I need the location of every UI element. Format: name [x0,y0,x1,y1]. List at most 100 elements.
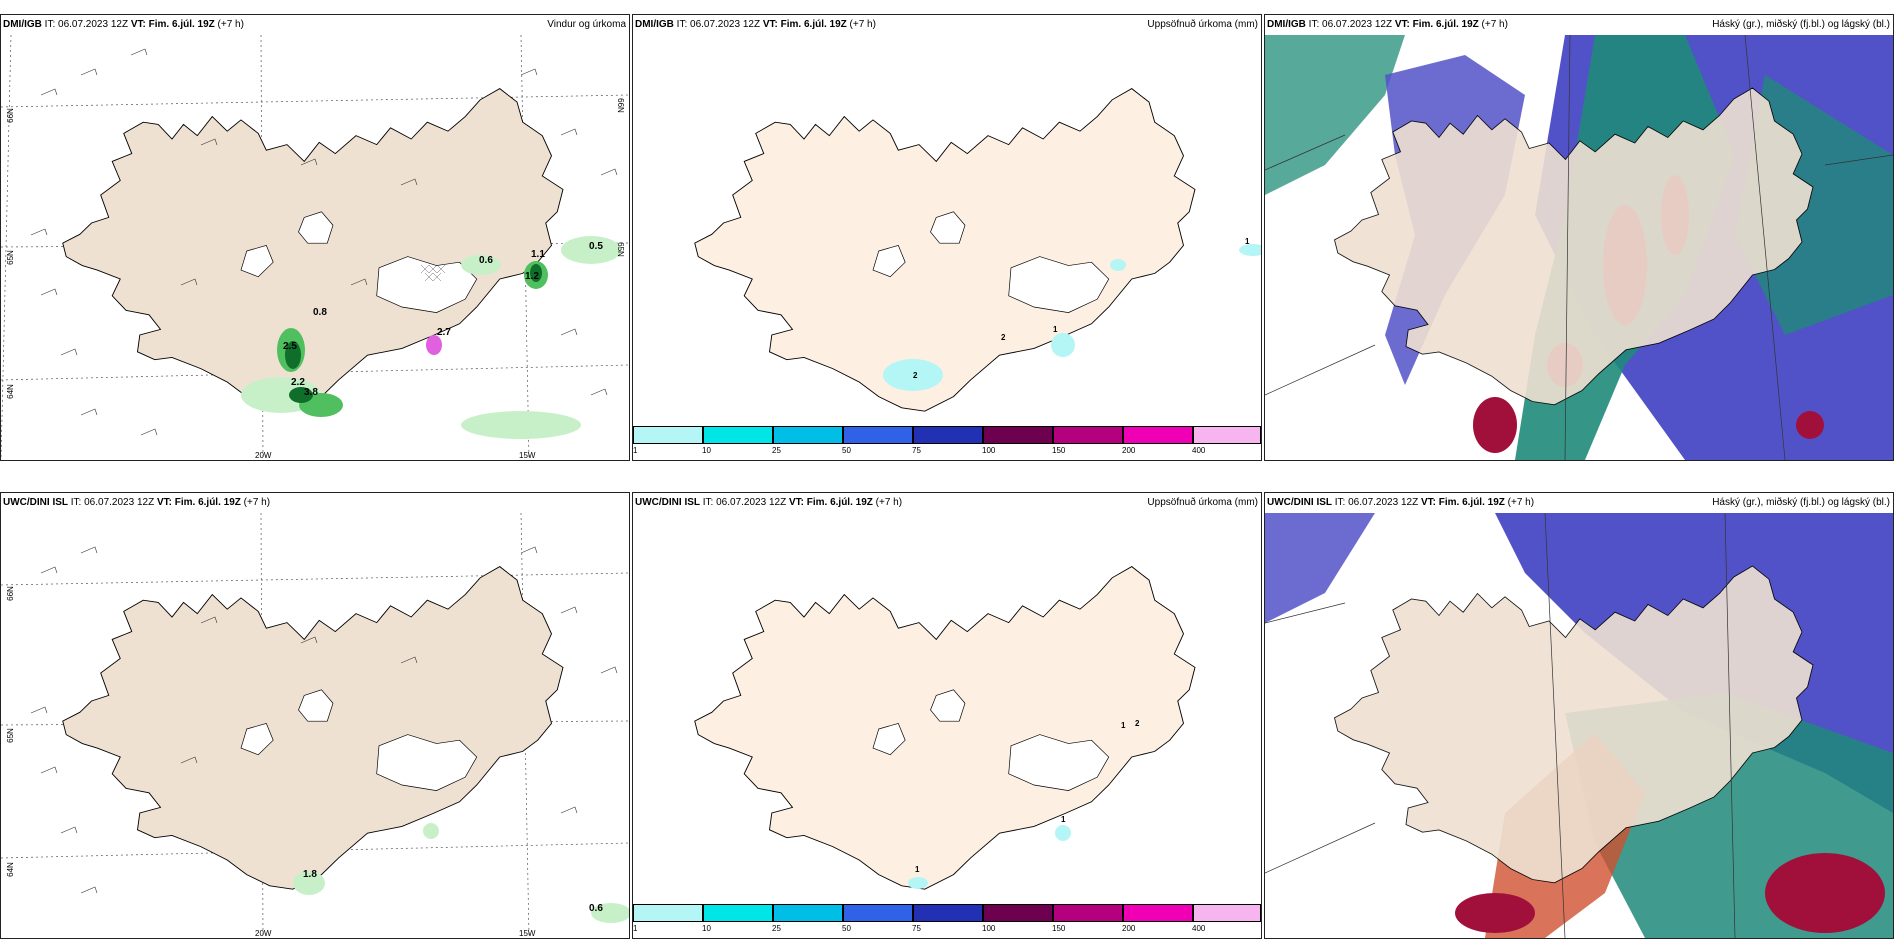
colorbar-tick: 200 [1122,446,1136,455]
iceland-map [694,88,1261,412]
precip-value: 3.8 [304,387,318,398]
precip-value: 0.5 [589,241,603,252]
colorbar-swatch [703,904,773,922]
lat-label-right: 65N [615,242,625,257]
accum-value: 1 [1053,325,1058,334]
lat-label: 64N [5,862,15,877]
init-time: IT: 06.07.2023 12Z [676,19,761,30]
model-name: UWC/DINI ISL [635,497,700,508]
colorbar-swatch [773,904,843,922]
lat-label: 65N [5,250,15,265]
valid-time: VT: Fim. 6.júl. 19Z [130,19,215,30]
colorbar-tick: 1 [633,446,638,455]
model-name: DMI/IGB [3,19,42,30]
precip-value: 2.2 [291,377,305,388]
colorbar-tick: 25 [772,924,781,933]
model-name: UWC/DINI ISL [1267,497,1332,508]
lon-label: 15W [519,929,536,938]
panel-wind-precip-uwc: UWC/DINI ISL IT: 06.07.2023 12Z VT: Fim.… [0,492,630,939]
map-area [633,513,1261,938]
colorbar-swatch [1123,426,1193,444]
colorbar-tick: 150 [1052,446,1066,455]
colorbar-tick: 400 [1192,924,1206,933]
colorbar-swatch [843,426,913,444]
lead-time: (+7 h) [849,19,876,30]
lat-label: 66N [5,586,15,601]
lon-label: 20W [255,451,272,460]
lead-time: (+7 h) [1507,497,1535,508]
map-area [633,35,1261,460]
precip-value: 0.6 [589,903,603,914]
init-time: IT: 06.07.2023 12Z [44,19,129,30]
lat-label: 66N [5,108,15,123]
panel-clouds-uwc: UWC/DINI ISL IT: 06.07.2023 12Z VT: Fim.… [1264,492,1894,939]
valid-time: VT: Fim. 6.júl. 19Z [156,497,241,508]
panel-title: Vindur og úrkoma [547,19,626,30]
colorbar-tick: 75 [912,924,921,933]
precip-value: 1.1 [531,249,545,260]
panel-header: UWC/DINI ISL IT: 06.07.2023 12Z VT: Fim.… [1,493,629,513]
lead-time: (+7 h) [243,497,271,508]
colorbar-tick: 200 [1122,924,1136,933]
valid-time: VT: Fim. 6.júl. 19Z [1394,19,1479,30]
accum-value: 2 [1135,719,1140,728]
colorbar-swatch [1053,904,1123,922]
colorbar-swatch [843,904,913,922]
panel-header: UWC/DINI ISL IT: 06.07.2023 12Z VT: Fim.… [1265,493,1893,513]
colorbar-swatch [633,904,703,922]
lon-label: 20W [255,929,272,938]
colorbar-swatch [983,426,1053,444]
lat-label-right: 66N [615,98,625,113]
colorbar-tick: 75 [912,446,921,455]
colorbar-tick: 100 [982,924,996,933]
colorbar-swatch [983,904,1053,922]
lead-time: (+7 h) [875,497,903,508]
model-name: DMI/IGB [635,19,674,30]
accum-value: 1 [1121,721,1126,730]
init-time: IT: 06.07.2023 12Z [1308,19,1393,30]
lead-time: (+7 h) [217,19,244,30]
precip-value: 2.5 [283,341,297,352]
init-time: IT: 06.07.2023 12Z [70,497,155,508]
colorbar-swatch [633,426,703,444]
colorbar-tick: 1 [633,924,638,933]
colorbar-tick: 400 [1192,446,1206,455]
panel-clouds-dmi: DMI/IGB IT: 06.07.2023 12Z VT: Fim. 6.jú… [1264,14,1894,461]
precip-value: 0.6 [479,255,493,266]
map-area [1,513,629,938]
precip-value: 0.8 [313,307,327,318]
colorbar-swatch [1193,426,1261,444]
model-name: DMI/IGB [1267,19,1306,30]
panel-title: Háský (gr.), miðský (fj.bl.) og lágský (… [1712,19,1890,30]
panel-header: DMI/IGB IT: 06.07.2023 12Z VT: Fim. 6.jú… [1,15,629,35]
panel-header: DMI/IGB IT: 06.07.2023 12Z VT: Fim. 6.jú… [1265,15,1893,35]
panel-title: Uppsöfnuð úrkoma (mm) [1147,19,1258,30]
colorbar-tick: 50 [842,924,851,933]
accum-value: 1 [1245,237,1250,246]
colorbar-tick: 10 [702,446,711,455]
colorbar-swatch [1193,904,1261,922]
colorbar: 1 10 25 50 75 100 150 200 400 [633,904,1261,938]
valid-time: VT: Fim. 6.júl. 19Z [788,497,873,508]
panel-title: Uppsöfnuð úrkoma (mm) [1147,497,1258,508]
map-area [1265,513,1893,938]
accum-value: 2 [913,371,918,380]
colorbar-tick: 150 [1052,924,1066,933]
panel-title: Háský (gr.), miðský (fj.bl.) og lágský (… [1712,497,1890,508]
precip-value: 1.8 [303,869,317,880]
colorbar-swatch [773,426,843,444]
accum-value: 1 [915,865,920,874]
colorbar-swatch [913,904,983,922]
iceland-map [1,513,629,938]
colorbar-swatch [703,426,773,444]
accum-value: 2 [1001,333,1006,342]
init-time: IT: 06.07.2023 12Z [702,497,787,508]
colorbar-tick: 25 [772,446,781,455]
colorbar-swatch [1053,426,1123,444]
iceland-map [694,566,1196,890]
valid-time: VT: Fim. 6.júl. 19Z [762,19,847,30]
map-area [1265,35,1893,460]
lat-label: 65N [5,728,15,743]
init-time: IT: 06.07.2023 12Z [1334,497,1419,508]
colorbar-swatch [1123,904,1193,922]
